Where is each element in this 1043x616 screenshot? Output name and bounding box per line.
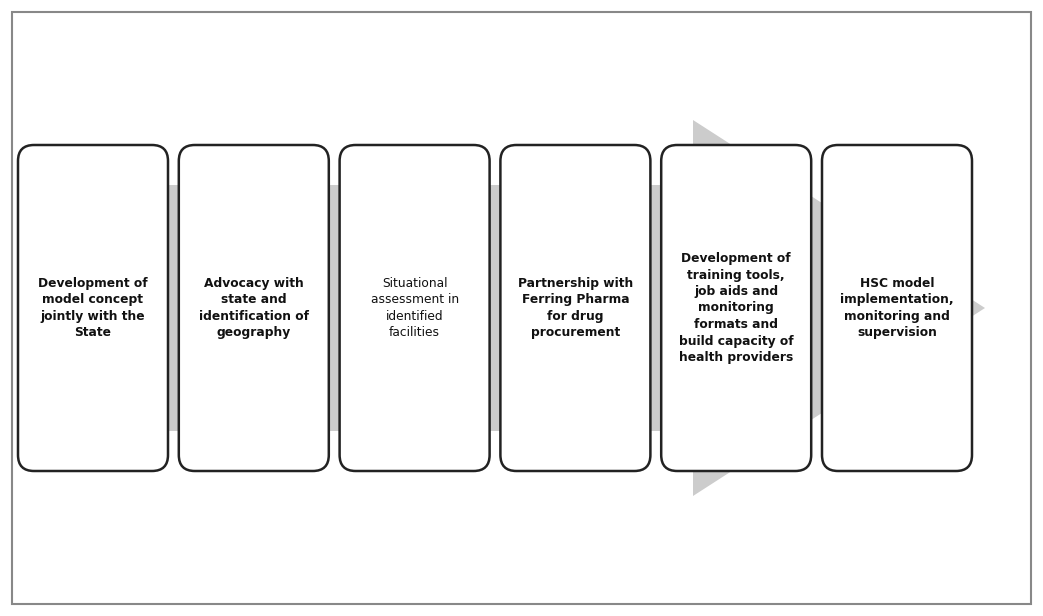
Text: Partnership with
Ferring Pharma
for drug
procurement: Partnership with Ferring Pharma for drug… — [517, 277, 633, 339]
FancyBboxPatch shape — [340, 145, 489, 471]
Text: Advocacy with
state and
identification of
geography: Advocacy with state and identification o… — [199, 277, 309, 339]
FancyBboxPatch shape — [501, 145, 651, 471]
FancyBboxPatch shape — [18, 145, 168, 471]
Text: HSC model
implementation,
monitoring and
supervision: HSC model implementation, monitoring and… — [841, 277, 953, 339]
Polygon shape — [38, 120, 985, 496]
Text: Situational
assessment in
identified
facilities: Situational assessment in identified fac… — [370, 277, 459, 339]
FancyBboxPatch shape — [822, 145, 972, 471]
FancyBboxPatch shape — [661, 145, 811, 471]
FancyBboxPatch shape — [178, 145, 329, 471]
Text: Development of
model concept
jointly with the
State: Development of model concept jointly wit… — [39, 277, 148, 339]
Text: Development of
training tools,
job aids and
monitoring
formats and
build capacit: Development of training tools, job aids … — [679, 252, 794, 364]
